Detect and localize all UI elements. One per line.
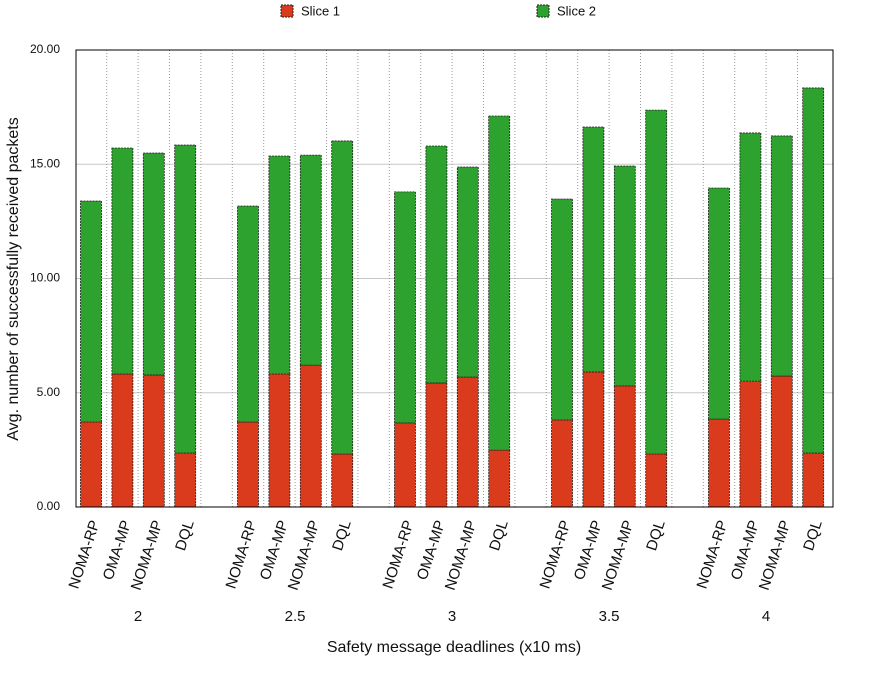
x-tick-label: DQL: [329, 518, 355, 553]
y-tick-label: 15.00: [30, 156, 60, 170]
x-tick-label: NOMA-RP: [380, 518, 418, 591]
bar-segment: [770, 135, 793, 377]
bar-segment: [582, 126, 605, 373]
bar-segment: [551, 419, 573, 508]
x-tick-label: OMA-MP: [100, 518, 135, 582]
y-tick-label: 20.00: [30, 42, 60, 56]
bar-segment: [268, 155, 291, 375]
x-tick-label: NOMA-RP: [66, 518, 104, 591]
group-label: 3.5: [599, 608, 620, 625]
bar-segment: [708, 187, 730, 420]
x-tick-label: DQL: [172, 518, 198, 553]
y-tick-label: 10.00: [30, 271, 60, 285]
bar-segment: [80, 200, 102, 423]
bar-segment: [174, 144, 197, 454]
bar-segment: [425, 382, 448, 508]
y-tick-label: 5.00: [37, 385, 61, 399]
bar-segment: [488, 449, 511, 508]
x-tick-label: NOMA-MP: [128, 518, 167, 592]
bar-segment: [425, 145, 448, 384]
x-tick-label: OMA-MP: [571, 518, 606, 582]
bar-segment: [111, 373, 134, 508]
legend-swatch: [536, 4, 550, 18]
x-tick-label: DQL: [800, 518, 826, 553]
group-label: 2.5: [285, 608, 306, 625]
y-tick-label: 0.00: [37, 499, 61, 513]
legend-label: Slice 1: [301, 3, 340, 18]
bar-segment: [111, 147, 134, 375]
bar-segment: [551, 198, 573, 421]
y-axis-title: Avg. number of successfully received pac…: [5, 117, 22, 440]
group-label: 3: [448, 608, 456, 625]
bar-segment: [456, 166, 479, 378]
bar-segment: [582, 371, 605, 508]
legend-label: Slice 2: [557, 3, 596, 18]
x-tick-label: NOMA-RP: [694, 518, 732, 591]
x-tick-label: DQL: [643, 518, 669, 553]
bar-segment: [394, 422, 416, 508]
x-tick-label: NOMA-MP: [285, 518, 324, 592]
bar-segment: [331, 453, 354, 508]
bar-segment: [488, 115, 511, 451]
x-tick-label: NOMA-MP: [442, 518, 481, 592]
x-tick-label: OMA-MP: [728, 518, 763, 582]
group-label: 2: [134, 608, 142, 625]
x-tick-label: NOMA-MP: [756, 518, 795, 592]
bar-segment: [739, 380, 762, 508]
x-tick-label: NOMA-RP: [537, 518, 575, 591]
bar-segment: [770, 375, 793, 508]
bar-segment: [299, 364, 322, 508]
bar-segment: [331, 140, 354, 455]
bar-segment: [456, 376, 479, 508]
bar-segment: [299, 154, 322, 366]
bar-segment: [174, 452, 197, 508]
bar-segment: [80, 421, 102, 508]
bar-segment: [142, 152, 165, 376]
bar-segment: [613, 165, 636, 387]
bar-segment: [613, 385, 636, 508]
x-tick-label: OMA-MP: [414, 518, 449, 582]
bar-segment: [237, 421, 259, 508]
bar-segment: [394, 191, 416, 424]
plot-frame: [75, 49, 834, 508]
bar-segment: [802, 452, 825, 508]
bar-segment: [645, 109, 668, 455]
bar-segment: [645, 453, 668, 508]
bar-segment: [268, 373, 291, 508]
bar-segment: [802, 87, 825, 454]
x-tick-label: DQL: [486, 518, 512, 553]
x-tick-label: NOMA-RP: [223, 518, 261, 591]
x-tick-label: OMA-MP: [257, 518, 292, 582]
x-axis-title: Safety message deadlines (x10 ms): [327, 639, 581, 656]
x-tick-label: NOMA-MP: [599, 518, 638, 592]
legend-swatch: [280, 4, 294, 18]
group-label: 4: [762, 608, 770, 625]
bar-segment: [237, 205, 259, 423]
bar-segment: [708, 418, 730, 508]
bar-segment: [142, 374, 165, 508]
bar-segment: [739, 132, 762, 382]
